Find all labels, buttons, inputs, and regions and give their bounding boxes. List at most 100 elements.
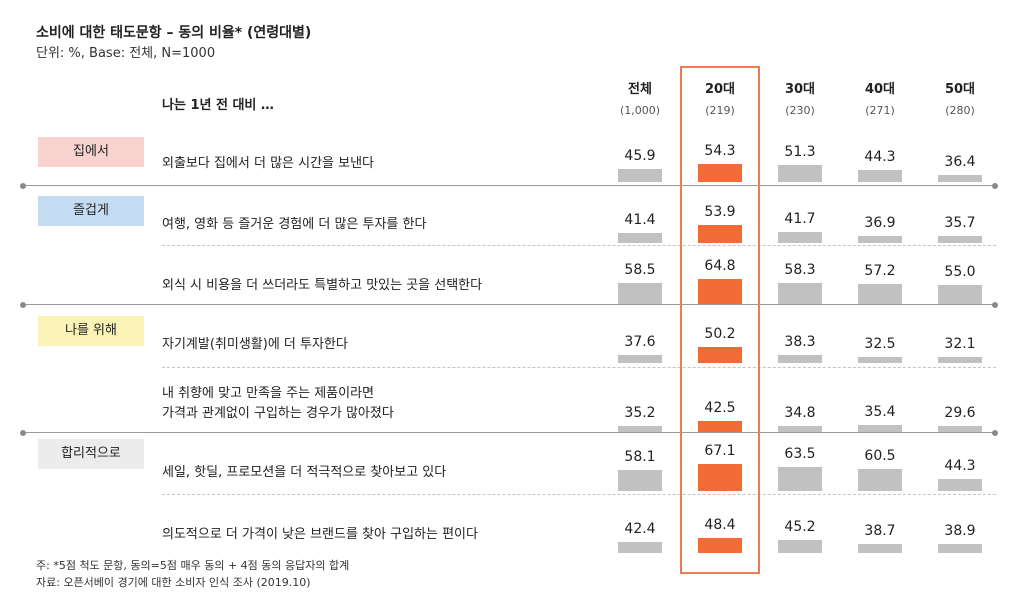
value-label: 60.5 [864, 447, 896, 464]
bar [938, 426, 982, 432]
group-tag: 집에서 [38, 137, 144, 167]
value-label: 42.5 [704, 399, 736, 416]
column-header-name: 40대 [864, 82, 896, 97]
bar [618, 355, 662, 363]
chart-subtitle: 단위: %, Base: 전체, N=1000 [36, 46, 216, 61]
bar [938, 357, 982, 363]
column-header: 20대 (219) [680, 78, 760, 117]
value-label: 51.3 [784, 144, 816, 161]
value-label: 35.2 [624, 404, 656, 421]
column-header: 50대 (280) [920, 78, 1000, 117]
column-header-name: 전체 [628, 82, 652, 97]
value-label: 67.1 [704, 443, 736, 460]
column-header: 40대 (271) [840, 78, 920, 117]
column-header-name: 30대 [784, 82, 816, 97]
statement-text: 외식 시 비용을 더 쓰더라도 특별하고 맛있는 곳을 선택한다 [162, 276, 482, 296]
bar [858, 544, 902, 553]
value-label: 63.5 [784, 445, 816, 462]
bar [938, 478, 982, 491]
value-label: 32.1 [944, 336, 976, 352]
bar [778, 425, 822, 432]
chart-title: 소비에 대한 태도문항 – 동의 비율* (연령대별) [36, 25, 312, 41]
separator-dot [992, 183, 998, 189]
value-label: 57.2 [864, 262, 896, 279]
value-label: 45.2 [784, 519, 816, 536]
group-separator [22, 185, 996, 186]
value-label: 29.6 [944, 405, 976, 421]
statement-line: 자기계발(취미생활)에 더 투자한다 [162, 337, 348, 352]
bar [618, 425, 662, 432]
separator-dot [20, 430, 26, 436]
bar [858, 283, 902, 304]
value-label: 41.4 [624, 211, 656, 228]
bar [698, 278, 742, 304]
value-label: 38.3 [784, 333, 816, 350]
statement-text: 내 취향에 맞고 만족을 주는 제품이라면 가격과 관계없이 구입하는 경우가 많… [162, 384, 394, 424]
lead-text: 나는 1년 전 대비 … [162, 98, 274, 113]
value-label: 41.7 [784, 211, 816, 228]
row-separator [162, 367, 996, 368]
bar [618, 168, 662, 182]
group-tag: 나를 위해 [38, 316, 144, 346]
row-separator [162, 245, 996, 246]
statement-line: 가격과 관계없이 구입하는 경우가 많아졌다 [162, 406, 394, 421]
bar [618, 542, 662, 553]
value-label: 37.6 [624, 334, 656, 351]
bar [938, 174, 982, 182]
value-label: 44.3 [864, 148, 896, 165]
highlight-box [680, 66, 760, 574]
group-separator [22, 304, 996, 305]
value-label: 55.0 [944, 264, 976, 281]
statement-line: 외식 시 비용을 더 쓰더라도 특별하고 맛있는 곳을 선택한다 [162, 278, 483, 293]
value-label: 48.4 [704, 517, 736, 534]
column-header: 전체 (1,000) [600, 78, 680, 117]
bar [858, 357, 902, 363]
value-label: 35.7 [944, 215, 976, 232]
value-label: 38.9 [944, 523, 976, 540]
value-label: 34.8 [784, 404, 816, 421]
value-label: 54.3 [704, 142, 736, 159]
group-separator [22, 432, 996, 433]
column-header-sample-size: (271) [865, 104, 895, 117]
bar [698, 347, 742, 363]
bar [858, 468, 902, 491]
statement-line: 의도적으로 더 가격이 낮은 브랜드를 찾아 구입하는 편이다 [162, 527, 478, 542]
bar [778, 540, 822, 553]
bar [698, 420, 742, 432]
row-separator [162, 494, 996, 495]
value-label: 45.9 [624, 147, 656, 164]
column-header-name: 50대 [944, 82, 976, 97]
bar [938, 236, 982, 243]
column-header-sample-size: (219) [705, 104, 735, 117]
value-label: 53.9 [704, 203, 736, 220]
bar [938, 285, 982, 304]
column-header-sample-size: (230) [785, 104, 815, 117]
value-label: 58.1 [624, 449, 656, 466]
column-header-sample-size: (280) [945, 104, 975, 117]
value-label: 32.5 [864, 336, 896, 352]
bar [858, 425, 902, 432]
separator-dot [20, 183, 26, 189]
value-label: 44.3 [944, 457, 976, 474]
bar [858, 169, 902, 182]
column-header-name: 20대 [704, 82, 736, 97]
bar [698, 538, 742, 553]
source-note: 자료: 오픈서베이 경기에 대한 소비자 인식 조사 (2019.10) [36, 576, 311, 589]
bar [778, 354, 822, 363]
value-label: 38.7 [864, 523, 896, 540]
column-header: 30대 (230) [760, 78, 840, 117]
separator-dot [992, 302, 998, 308]
bar [778, 283, 822, 304]
value-label: 50.2 [704, 326, 736, 343]
separator-dot [20, 302, 26, 308]
statement-text: 자기계발(취미생활)에 더 투자한다 [162, 335, 348, 355]
statement-line: 외출보다 집에서 더 많은 시간을 보낸다 [162, 156, 375, 171]
separator-dot [992, 430, 998, 436]
bar [778, 232, 822, 243]
bar [698, 464, 742, 491]
bar [618, 232, 662, 243]
statement-line: 세일, 핫딜, 프로모션을 더 적극적으로 찾아보고 있다 [162, 465, 447, 480]
bar [698, 224, 742, 243]
bar [778, 466, 822, 491]
value-label: 36.4 [944, 153, 976, 170]
